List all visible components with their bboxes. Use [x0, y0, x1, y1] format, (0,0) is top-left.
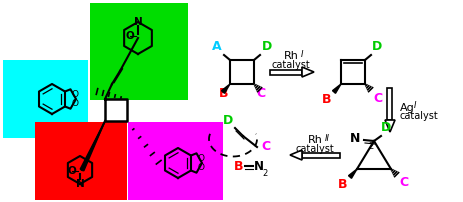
Text: A: A	[212, 40, 221, 53]
Text: O: O	[197, 163, 204, 172]
Text: 2: 2	[262, 169, 267, 178]
Text: N: N	[253, 161, 263, 174]
Bar	[35, 122, 127, 200]
Text: N: N	[349, 133, 359, 145]
Text: Rh: Rh	[283, 51, 298, 61]
Text: C: C	[260, 140, 269, 153]
Text: 2: 2	[367, 142, 372, 151]
Text: N: N	[75, 179, 84, 189]
Text: B: B	[233, 161, 243, 174]
Text: O: O	[125, 31, 134, 41]
Text: B: B	[337, 178, 346, 191]
Text: I: I	[413, 101, 416, 109]
Text: B: B	[218, 87, 227, 100]
Text: C: C	[372, 92, 382, 105]
Text: D: D	[222, 114, 232, 127]
Polygon shape	[384, 120, 394, 132]
Text: C: C	[398, 176, 407, 189]
Polygon shape	[80, 121, 105, 171]
Bar	[301, 153, 339, 158]
Text: B: B	[321, 93, 330, 106]
Text: D: D	[380, 121, 390, 134]
Polygon shape	[301, 67, 313, 77]
Polygon shape	[348, 169, 356, 178]
Text: O: O	[71, 90, 78, 99]
Bar	[128, 122, 223, 200]
Text: Ag: Ag	[399, 103, 414, 113]
Text: C: C	[256, 87, 264, 100]
Text: O: O	[71, 99, 78, 108]
Text: N: N	[133, 17, 142, 27]
Polygon shape	[221, 84, 230, 93]
Text: catalyst: catalyst	[271, 60, 310, 70]
Bar	[269, 69, 301, 75]
Bar	[387, 88, 392, 120]
Text: catalyst: catalyst	[295, 144, 334, 154]
Bar	[90, 3, 188, 100]
Polygon shape	[289, 150, 301, 160]
Bar	[3, 60, 88, 138]
Text: O: O	[197, 154, 204, 163]
Polygon shape	[332, 84, 340, 93]
Text: O: O	[68, 166, 76, 176]
Text: Rh: Rh	[307, 135, 322, 145]
Text: I: I	[300, 50, 303, 59]
Text: D: D	[262, 40, 272, 53]
Text: II: II	[324, 134, 329, 143]
Text: D: D	[371, 40, 382, 53]
Text: catalyst: catalyst	[399, 111, 438, 121]
